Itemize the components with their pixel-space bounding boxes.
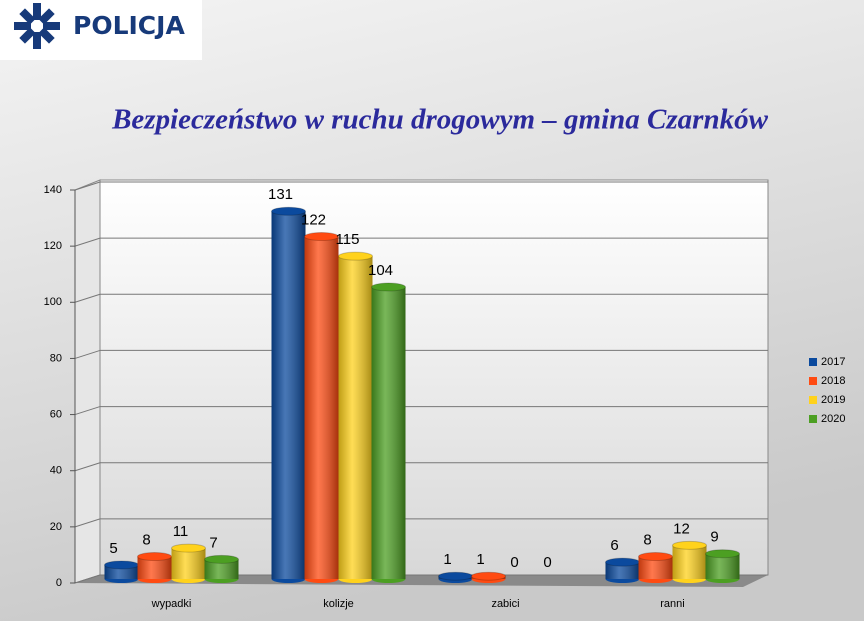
value-label: 122 [301, 211, 326, 228]
floor [75, 575, 768, 587]
bar-top [137, 552, 172, 562]
value-label: 8 [142, 532, 150, 549]
bar-shade [705, 553, 740, 579]
legend-label: 2017 [821, 356, 845, 368]
y-tick-label: 60 [50, 408, 62, 420]
legend-label: 2020 [821, 413, 845, 425]
bar-top [271, 206, 306, 216]
bar-top [204, 554, 239, 564]
grid-line [74, 293, 101, 303]
y-tick-label: 40 [50, 465, 62, 477]
grid-line [74, 181, 101, 191]
x-tick-label: ranni [660, 598, 684, 610]
bar-shade [204, 559, 239, 579]
bar-shade [672, 545, 707, 579]
value-label: 131 [268, 186, 293, 203]
value-label: 104 [368, 262, 393, 279]
bar-top [338, 251, 373, 261]
y-tick-label: 80 [50, 352, 62, 364]
value-label: 0 [510, 554, 518, 571]
bar-shade [304, 236, 339, 579]
value-label: 8 [643, 532, 651, 549]
bar-shade [338, 256, 373, 579]
grid-line [74, 518, 101, 528]
bar-top [371, 282, 406, 292]
x-tick-label: kolizje [323, 598, 354, 610]
bar-shade [137, 556, 172, 579]
legend-swatch [809, 415, 817, 423]
x-tick-label: wypadki [151, 598, 192, 610]
legend-label: 2019 [821, 394, 845, 406]
value-label: 11 [173, 523, 189, 540]
value-label: 9 [710, 529, 718, 546]
bar-top [705, 549, 740, 559]
bar-shade [605, 562, 640, 579]
logo: POLICJA [0, 0, 202, 60]
back-wall [99, 179, 769, 576]
bar-shade [271, 211, 306, 579]
legend-label: 2018 [821, 375, 845, 387]
legend-swatch [809, 358, 817, 366]
y-tick-label: 0 [56, 577, 62, 589]
x-tick-label: zabici [491, 598, 519, 610]
bar-top [304, 232, 339, 242]
grid-line [74, 574, 101, 584]
bar-top [171, 543, 206, 553]
logo-star [14, 3, 60, 49]
value-label: 6 [610, 537, 618, 554]
grid-line [74, 462, 101, 472]
value-label: 12 [673, 520, 690, 537]
grid-line [74, 349, 101, 359]
legend-swatch [809, 377, 817, 385]
value-label: 1 [476, 551, 484, 568]
bar-top [438, 571, 473, 581]
legend-swatch [809, 396, 817, 404]
value-label: 7 [209, 534, 217, 551]
logo-text: POLICJA [73, 11, 185, 40]
grid-line [74, 237, 101, 247]
y-tick-label: 100 [44, 296, 62, 308]
value-label: 5 [109, 540, 117, 557]
bar-shade [171, 548, 206, 579]
bar-top [672, 540, 707, 550]
bar-top [638, 552, 673, 562]
bar-top [605, 557, 640, 567]
value-label: 0 [543, 554, 551, 571]
value-label: 1 [443, 551, 451, 568]
y-tick-label: 120 [44, 240, 62, 252]
y-tick-label: 20 [50, 521, 62, 533]
grid-line [74, 406, 101, 416]
bar-top [104, 560, 139, 570]
value-label: 115 [336, 231, 360, 248]
y-tick-label: 140 [44, 184, 62, 196]
bar-top [471, 571, 506, 581]
bar-shade [638, 556, 673, 579]
chart-title: Bezpieczeństwo w ruchu drogowym – gmina … [111, 104, 768, 136]
bar-shade [104, 564, 139, 579]
bar-shade [371, 287, 406, 579]
